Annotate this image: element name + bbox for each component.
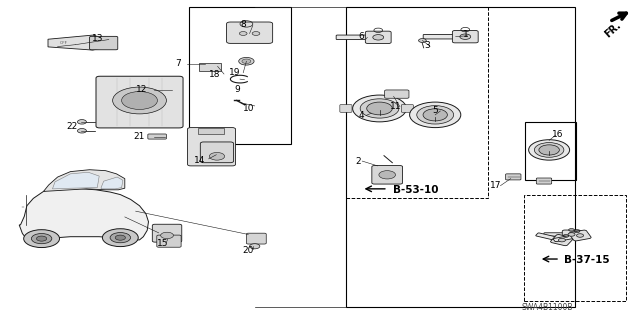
Circle shape — [77, 120, 86, 124]
FancyBboxPatch shape — [90, 36, 118, 50]
FancyBboxPatch shape — [544, 233, 566, 236]
Text: 14: 14 — [194, 156, 205, 165]
Circle shape — [417, 106, 454, 124]
Polygon shape — [48, 35, 109, 50]
Text: 10: 10 — [243, 104, 254, 113]
Text: 15: 15 — [157, 239, 169, 248]
FancyBboxPatch shape — [372, 166, 403, 184]
Circle shape — [568, 233, 575, 236]
FancyBboxPatch shape — [199, 63, 221, 71]
Text: FR.: FR. — [602, 20, 623, 39]
FancyBboxPatch shape — [188, 128, 236, 166]
Circle shape — [242, 59, 251, 63]
Text: SWA4B1100B: SWA4B1100B — [522, 303, 573, 312]
Circle shape — [360, 99, 399, 118]
Circle shape — [460, 34, 471, 40]
Text: 4: 4 — [359, 111, 364, 120]
FancyBboxPatch shape — [563, 230, 580, 239]
Text: 7: 7 — [175, 59, 180, 68]
Text: 22: 22 — [66, 122, 77, 131]
Polygon shape — [19, 188, 148, 240]
Bar — [525, 122, 576, 180]
FancyBboxPatch shape — [336, 35, 369, 40]
Circle shape — [410, 102, 461, 128]
FancyBboxPatch shape — [536, 233, 557, 240]
Circle shape — [252, 32, 260, 35]
Circle shape — [161, 232, 173, 239]
Circle shape — [353, 95, 406, 122]
Circle shape — [110, 233, 131, 243]
Polygon shape — [52, 172, 99, 189]
FancyBboxPatch shape — [536, 178, 552, 184]
Text: 6: 6 — [358, 32, 364, 41]
FancyBboxPatch shape — [452, 31, 478, 43]
Circle shape — [558, 238, 565, 242]
Circle shape — [419, 39, 426, 42]
Text: 9: 9 — [234, 85, 239, 94]
Circle shape — [24, 230, 60, 248]
Text: 20: 20 — [243, 246, 254, 255]
Circle shape — [423, 109, 447, 121]
Circle shape — [113, 87, 166, 114]
Circle shape — [379, 171, 396, 179]
Polygon shape — [101, 177, 123, 189]
Text: 1: 1 — [463, 30, 468, 39]
FancyBboxPatch shape — [506, 174, 521, 180]
Circle shape — [539, 145, 559, 155]
FancyBboxPatch shape — [340, 105, 352, 112]
Circle shape — [534, 143, 564, 157]
FancyBboxPatch shape — [96, 76, 183, 128]
Bar — [346, 7, 488, 198]
Text: 18: 18 — [209, 70, 220, 78]
FancyBboxPatch shape — [200, 142, 234, 163]
Text: 17: 17 — [490, 181, 502, 190]
Circle shape — [529, 140, 570, 160]
FancyBboxPatch shape — [227, 22, 273, 43]
FancyBboxPatch shape — [385, 90, 409, 98]
FancyBboxPatch shape — [569, 230, 591, 241]
Bar — [524, 195, 626, 301]
FancyBboxPatch shape — [550, 234, 573, 246]
FancyBboxPatch shape — [365, 31, 391, 43]
Text: B-37-15: B-37-15 — [564, 255, 610, 265]
Text: 21: 21 — [134, 132, 145, 141]
Circle shape — [239, 32, 247, 35]
Circle shape — [367, 102, 392, 115]
Bar — [189, 7, 291, 144]
Text: 2: 2 — [355, 157, 360, 166]
FancyBboxPatch shape — [553, 235, 575, 242]
Circle shape — [115, 235, 125, 240]
Text: 8: 8 — [241, 20, 246, 29]
FancyBboxPatch shape — [246, 233, 266, 244]
Text: 12: 12 — [136, 85, 148, 94]
Text: OFF: OFF — [60, 41, 68, 45]
FancyBboxPatch shape — [157, 235, 181, 247]
Text: 3: 3 — [425, 41, 430, 50]
Circle shape — [122, 92, 157, 109]
Text: 19: 19 — [228, 68, 240, 77]
FancyBboxPatch shape — [401, 105, 413, 112]
Text: 13: 13 — [92, 34, 103, 43]
FancyBboxPatch shape — [423, 34, 456, 39]
Text: 11: 11 — [390, 102, 401, 111]
Bar — [346, 7, 575, 307]
Circle shape — [31, 234, 52, 244]
FancyBboxPatch shape — [148, 134, 166, 139]
Circle shape — [36, 236, 47, 241]
Bar — [198, 128, 224, 134]
Text: 5: 5 — [433, 106, 438, 115]
Circle shape — [250, 244, 260, 249]
Text: B-53-10: B-53-10 — [393, 185, 438, 195]
Circle shape — [209, 152, 225, 160]
Text: 16: 16 — [552, 130, 564, 139]
Circle shape — [239, 57, 254, 65]
Circle shape — [102, 229, 138, 247]
FancyBboxPatch shape — [152, 224, 182, 242]
Circle shape — [577, 234, 584, 237]
Circle shape — [77, 129, 86, 133]
Polygon shape — [44, 170, 125, 191]
Circle shape — [372, 34, 384, 40]
